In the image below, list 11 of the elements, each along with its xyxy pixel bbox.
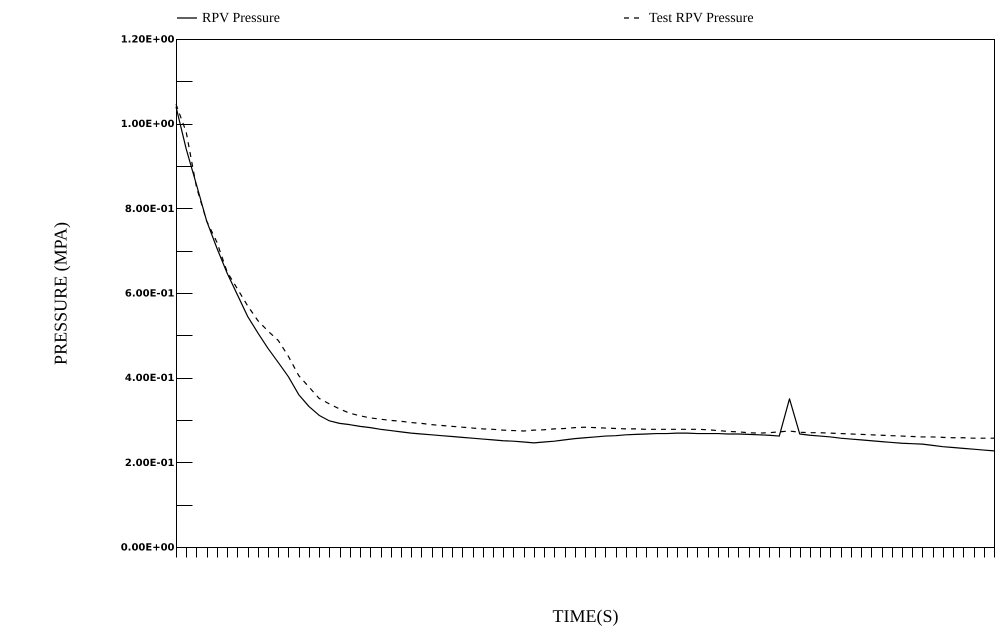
y-tick-label: 4.00E-01 xyxy=(124,373,175,384)
y-tick-label: 0.00E+00 xyxy=(120,542,175,554)
y-tick-label: 1.00E+00 xyxy=(120,119,175,130)
y-tick-label: 6.00E-01 xyxy=(124,288,175,300)
y-axis-title: PRESSURE (MPA) xyxy=(50,222,71,365)
y-tick-label: 8.00E-01 xyxy=(124,204,175,215)
legend-label: Test RPV Pressure xyxy=(649,11,754,26)
legend-label: RPV Pressure xyxy=(202,11,280,26)
x-axis-title: TIME(S) xyxy=(552,606,618,626)
y-tick-label: 2.00E-01 xyxy=(124,458,175,469)
y-tick-label: 1.20E+00 xyxy=(120,34,175,46)
